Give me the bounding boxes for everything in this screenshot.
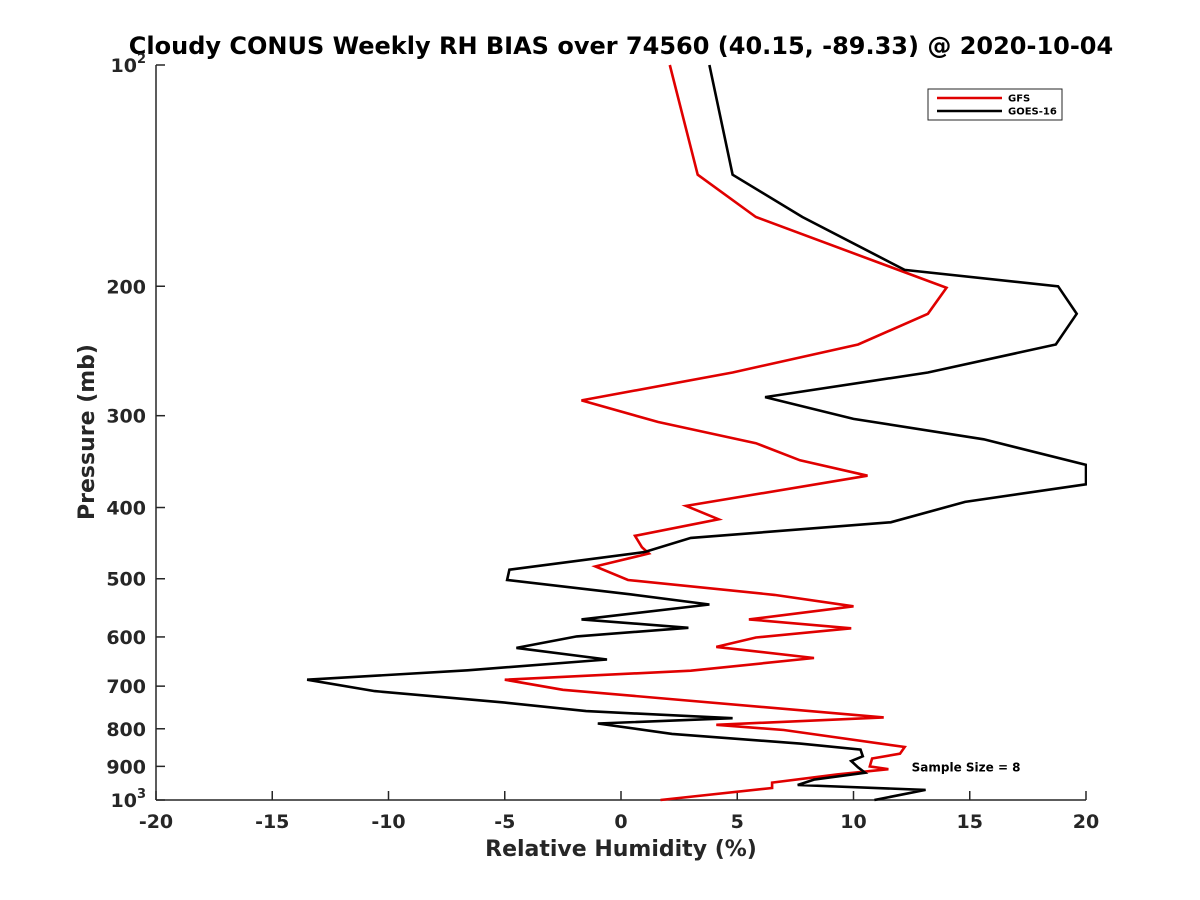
x-tick-label: 0 — [614, 811, 627, 833]
y-tick-label: 500 — [106, 569, 146, 591]
y-tick-label: 300 — [106, 406, 146, 428]
x-tick-label: -15 — [255, 811, 289, 833]
y-tick-base: 800 — [106, 719, 146, 741]
legend-label: GFS — [1008, 94, 1030, 105]
x-tick-label: 20 — [1073, 811, 1099, 833]
y-tick-base: 400 — [106, 498, 146, 520]
y-axis-label: Pressure (mb) — [75, 344, 100, 520]
x-tick-label: -5 — [494, 811, 515, 833]
x-tick-label: -20 — [139, 811, 173, 833]
y-tick-label: 102 — [111, 52, 147, 77]
series-line-goes-16 — [306, 64, 1087, 802]
y-tick-label: 900 — [106, 756, 146, 778]
y-tick-base: 900 — [106, 756, 146, 778]
y-tick-base: 200 — [106, 276, 146, 298]
legend-box — [927, 88, 1063, 121]
y-tick-base: 600 — [106, 627, 146, 649]
y-tick-label: 600 — [106, 627, 146, 649]
y-tick-label: 800 — [106, 719, 146, 741]
x-axis-ticks: -20 -15 -10 -5 0 5 10 15 20 — [139, 791, 1099, 833]
annotation-layer: Sample Size = 8 — [912, 760, 1021, 774]
series-layer — [306, 64, 1087, 802]
y-tick-label: 200 — [106, 276, 146, 298]
y-tick-base: 10 — [111, 55, 137, 77]
y-tick-label: 103 — [111, 787, 147, 812]
y-tick-base: 10 — [111, 790, 137, 812]
y-tick-base: 700 — [106, 676, 146, 698]
y-tick-base: 300 — [106, 406, 146, 428]
y-tick-exponent: 3 — [137, 787, 146, 802]
y-tick-label: 700 — [106, 676, 146, 698]
legend: GFS GOES-16 — [927, 88, 1063, 121]
y-tick-base: 500 — [106, 569, 146, 591]
x-tick-label: 5 — [731, 811, 744, 833]
x-axis-label: Relative Humidity (%) — [485, 837, 757, 862]
y-tick-label: 400 — [106, 498, 146, 520]
x-tick-label: -10 — [371, 811, 405, 833]
x-tick-label: 10 — [840, 811, 866, 833]
x-tick-label: 15 — [957, 811, 983, 833]
legend-label: GOES-16 — [1008, 107, 1057, 118]
series-line-gfs — [504, 64, 949, 802]
sample-size-annotation: Sample Size = 8 — [912, 760, 1021, 774]
y-tick-exponent: 2 — [137, 52, 146, 67]
chart-title: Cloudy CONUS Weekly RH BIAS over 74560 (… — [129, 32, 1113, 60]
